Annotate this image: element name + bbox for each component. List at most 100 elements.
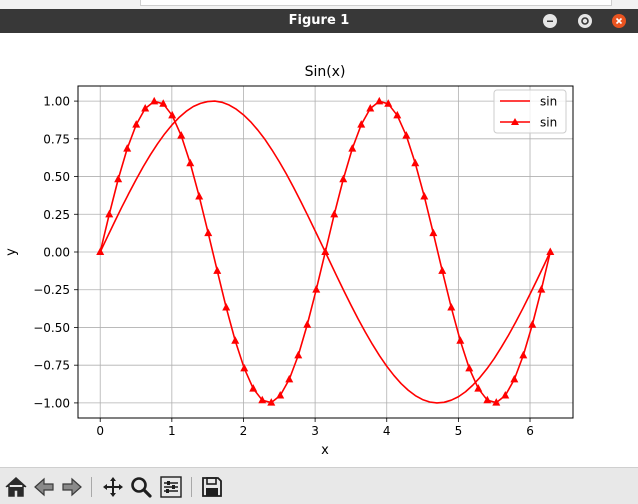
series-2-point	[528, 320, 537, 328]
series-2-point	[222, 303, 231, 311]
series-2-point	[294, 350, 303, 359]
y-tick-label: 0.00	[43, 246, 70, 260]
series-2-point	[492, 398, 501, 406]
series-2-point	[429, 228, 438, 237]
series-2-point	[384, 99, 393, 107]
minimize-icon	[547, 20, 553, 22]
configure-subplots-button[interactable]	[159, 475, 183, 499]
legend-label-series-2: sin	[540, 116, 557, 130]
close-button[interactable]	[612, 14, 626, 28]
close-icon	[615, 17, 623, 25]
x-tick-label: 1	[168, 424, 176, 438]
series-2-point	[366, 103, 375, 112]
figure-canvas[interactable]: Sin(x) 0 1 2 3 4 5 6 1.00 0.75 0.50 0.25 0.00 −0.25 −…	[0, 33, 638, 467]
y-tick-label: 1.00	[43, 95, 70, 109]
home-button[interactable]	[4, 475, 28, 499]
series-2-point	[411, 158, 420, 167]
toolbar-separator	[91, 477, 92, 497]
series-2-point	[150, 96, 159, 105]
series-2-point	[483, 395, 492, 404]
series-2-point	[276, 391, 285, 399]
x-tick-label: 6	[526, 424, 534, 438]
background-window-strip	[0, 0, 638, 9]
series-2-point	[456, 336, 465, 344]
pan-icon	[103, 477, 123, 497]
series-2-point	[501, 391, 510, 399]
save-button[interactable]	[200, 475, 224, 499]
series-2-point	[438, 266, 447, 274]
series-2-point	[204, 228, 213, 237]
series-2-point	[96, 247, 105, 255]
series-2-point	[303, 320, 312, 328]
series-2-point	[510, 374, 519, 383]
series-2-point	[123, 144, 132, 152]
series-2-point	[330, 209, 339, 218]
y-tick-label: −0.50	[33, 321, 70, 335]
chart-title: Sin(x)	[305, 64, 346, 80]
series-2-point	[105, 209, 114, 218]
legend-marker-series-2	[511, 118, 519, 125]
home-icon	[5, 476, 27, 497]
y-tick-label: 0.25	[43, 208, 70, 222]
series-2-point	[393, 110, 402, 119]
navigation-toolbar	[0, 467, 638, 504]
series-2-point	[321, 247, 330, 255]
series-2-point	[114, 174, 123, 183]
series-2-point	[465, 363, 474, 372]
series-2-point	[537, 285, 546, 293]
x-tick-label: 4	[383, 424, 391, 438]
back-arrow-icon	[34, 477, 54, 497]
series-2-point	[195, 191, 204, 200]
pan-button[interactable]	[101, 475, 125, 499]
save-icon	[202, 477, 222, 497]
series-2-point	[240, 363, 249, 372]
back-button[interactable]	[32, 475, 56, 499]
legend: sin sin	[493, 89, 567, 134]
series-2-point	[546, 247, 555, 255]
maximize-icon	[581, 17, 589, 25]
series-2-point	[348, 144, 357, 152]
y-tick-label: −0.75	[33, 359, 70, 373]
y-tick-label: −1.00	[33, 396, 70, 410]
series-2-point	[258, 395, 267, 404]
series-2-point	[177, 131, 186, 139]
y-tick-label: 0.75	[43, 132, 70, 146]
x-tick-label: 5	[455, 424, 463, 438]
series-2-point	[519, 350, 528, 359]
series-2-point	[474, 384, 483, 392]
series-2-point	[447, 303, 456, 311]
series-2-point	[285, 374, 294, 383]
x-tick-label: 0	[96, 424, 104, 438]
series-2-point	[357, 120, 366, 128]
forward-button[interactable]	[60, 475, 84, 499]
series-2-point	[249, 384, 258, 392]
series-2-point	[402, 131, 411, 139]
y-tick-label: 0.50	[43, 170, 70, 184]
x-tick-label: 3	[311, 424, 319, 438]
y-axis-label: y	[4, 248, 19, 256]
series-2-point	[141, 103, 150, 112]
subplots-icon	[160, 476, 182, 498]
toolbar-separator	[191, 477, 192, 497]
series-lines	[96, 96, 555, 406]
legend-label-series-1: sin	[540, 95, 557, 109]
axis-ticks: 0 1 2 3 4 5 6 1.00 0.75 0.50 0.25 0.00 −0.25 −0.50 −0.…	[33, 95, 534, 438]
window-titlebar[interactable]: Figure 1	[0, 9, 638, 33]
zoom-icon	[131, 477, 152, 498]
series-2-point	[420, 191, 429, 200]
series-2-point	[231, 336, 240, 344]
series-2-point	[213, 266, 222, 274]
sine-chart: Sin(x) 0 1 2 3 4 5 6 1.00 0.75 0.50 0.25 0.00 −0.25 −…	[4, 64, 574, 458]
zoom-button[interactable]	[129, 475, 153, 499]
series-2-point	[312, 285, 321, 293]
series-2-point	[159, 99, 168, 107]
background-window-field	[140, 0, 612, 6]
series-2-point	[375, 96, 384, 105]
forward-arrow-icon	[62, 477, 82, 497]
series-2-point	[339, 174, 348, 183]
x-axis-label: x	[321, 443, 329, 458]
maximize-button[interactable]	[578, 14, 592, 28]
window-title: Figure 1	[288, 13, 350, 28]
minimize-button[interactable]	[543, 14, 557, 28]
series-2-point	[267, 398, 276, 406]
